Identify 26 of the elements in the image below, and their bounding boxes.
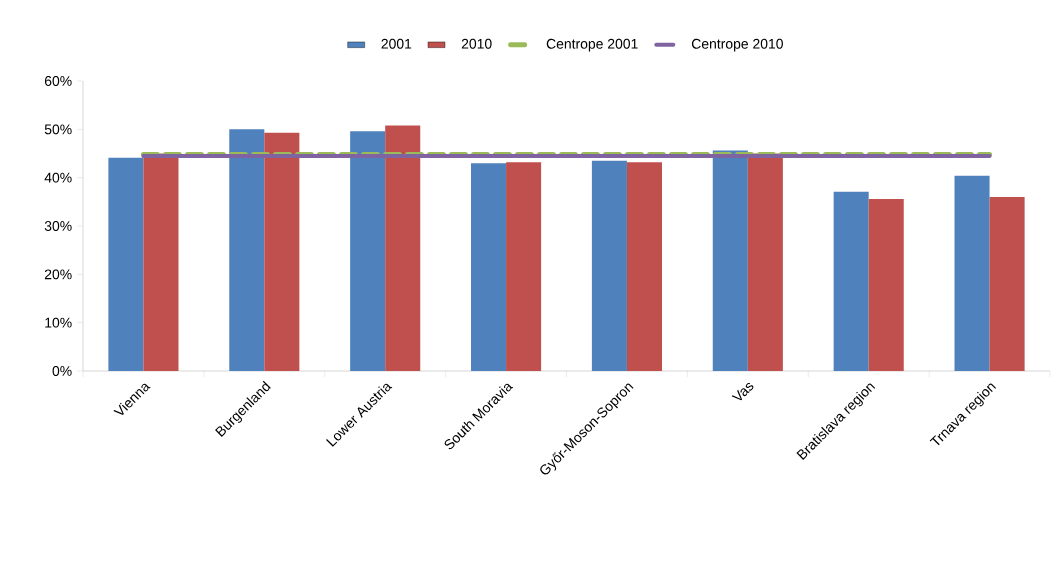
bar bbox=[108, 157, 144, 371]
legend-label: Centrope 2001 bbox=[546, 38, 638, 52]
bar bbox=[385, 125, 421, 371]
y-tick-label: 30% bbox=[44, 221, 72, 231]
bar bbox=[989, 197, 1025, 371]
y-tick-label: 50% bbox=[44, 124, 72, 135]
legend-label: Centrope 2010 bbox=[691, 38, 783, 52]
bar bbox=[712, 150, 748, 371]
bar bbox=[506, 162, 542, 371]
bar bbox=[350, 131, 386, 371]
y-tick-label: 40% bbox=[44, 172, 72, 183]
y-tick-label: 20% bbox=[44, 269, 72, 280]
legend-label: 2001 bbox=[381, 38, 412, 49]
bar bbox=[591, 160, 627, 371]
bar bbox=[954, 175, 990, 371]
y-tick-label: 0% bbox=[52, 366, 72, 376]
x-tick-label: Vas bbox=[731, 382, 754, 401]
bar bbox=[229, 129, 265, 371]
y-tick-label: 60% bbox=[44, 76, 72, 86]
bar bbox=[626, 162, 662, 371]
bar bbox=[471, 163, 507, 371]
legend-label: 2010 bbox=[461, 38, 492, 49]
bar bbox=[264, 132, 300, 371]
y-tick-label: 10% bbox=[45, 317, 72, 328]
bar bbox=[833, 191, 869, 371]
bar bbox=[868, 198, 904, 371]
